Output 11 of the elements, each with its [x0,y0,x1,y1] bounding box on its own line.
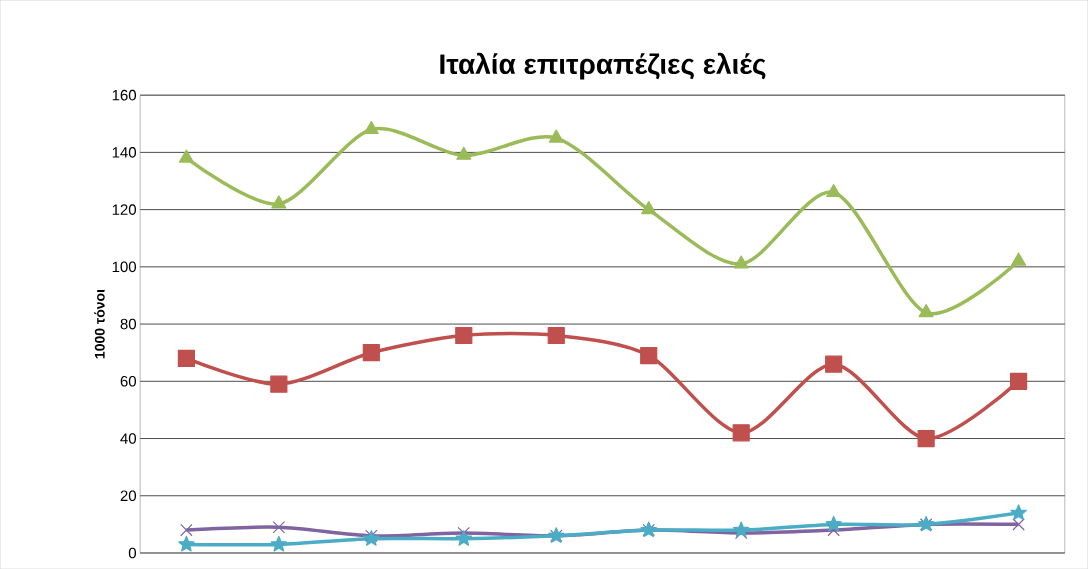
y-tick-label: 160 [112,89,137,101]
y-tick-label: 80 [120,318,137,330]
y-tick-label: 0 [128,547,137,559]
y-axis-title: 1000 τόνοι [94,289,105,359]
y-tick-label: 60 [120,375,137,387]
y-tick-label: 120 [112,204,137,215]
y-tick-label: 100 [112,261,137,273]
y-tick-label: 140 [112,146,137,158]
y-tick-label: 40 [120,433,137,444]
chart-title: Ιταλία επιτραπέζιες ελιές [440,52,766,80]
y-tick-label: 20 [120,490,137,501]
